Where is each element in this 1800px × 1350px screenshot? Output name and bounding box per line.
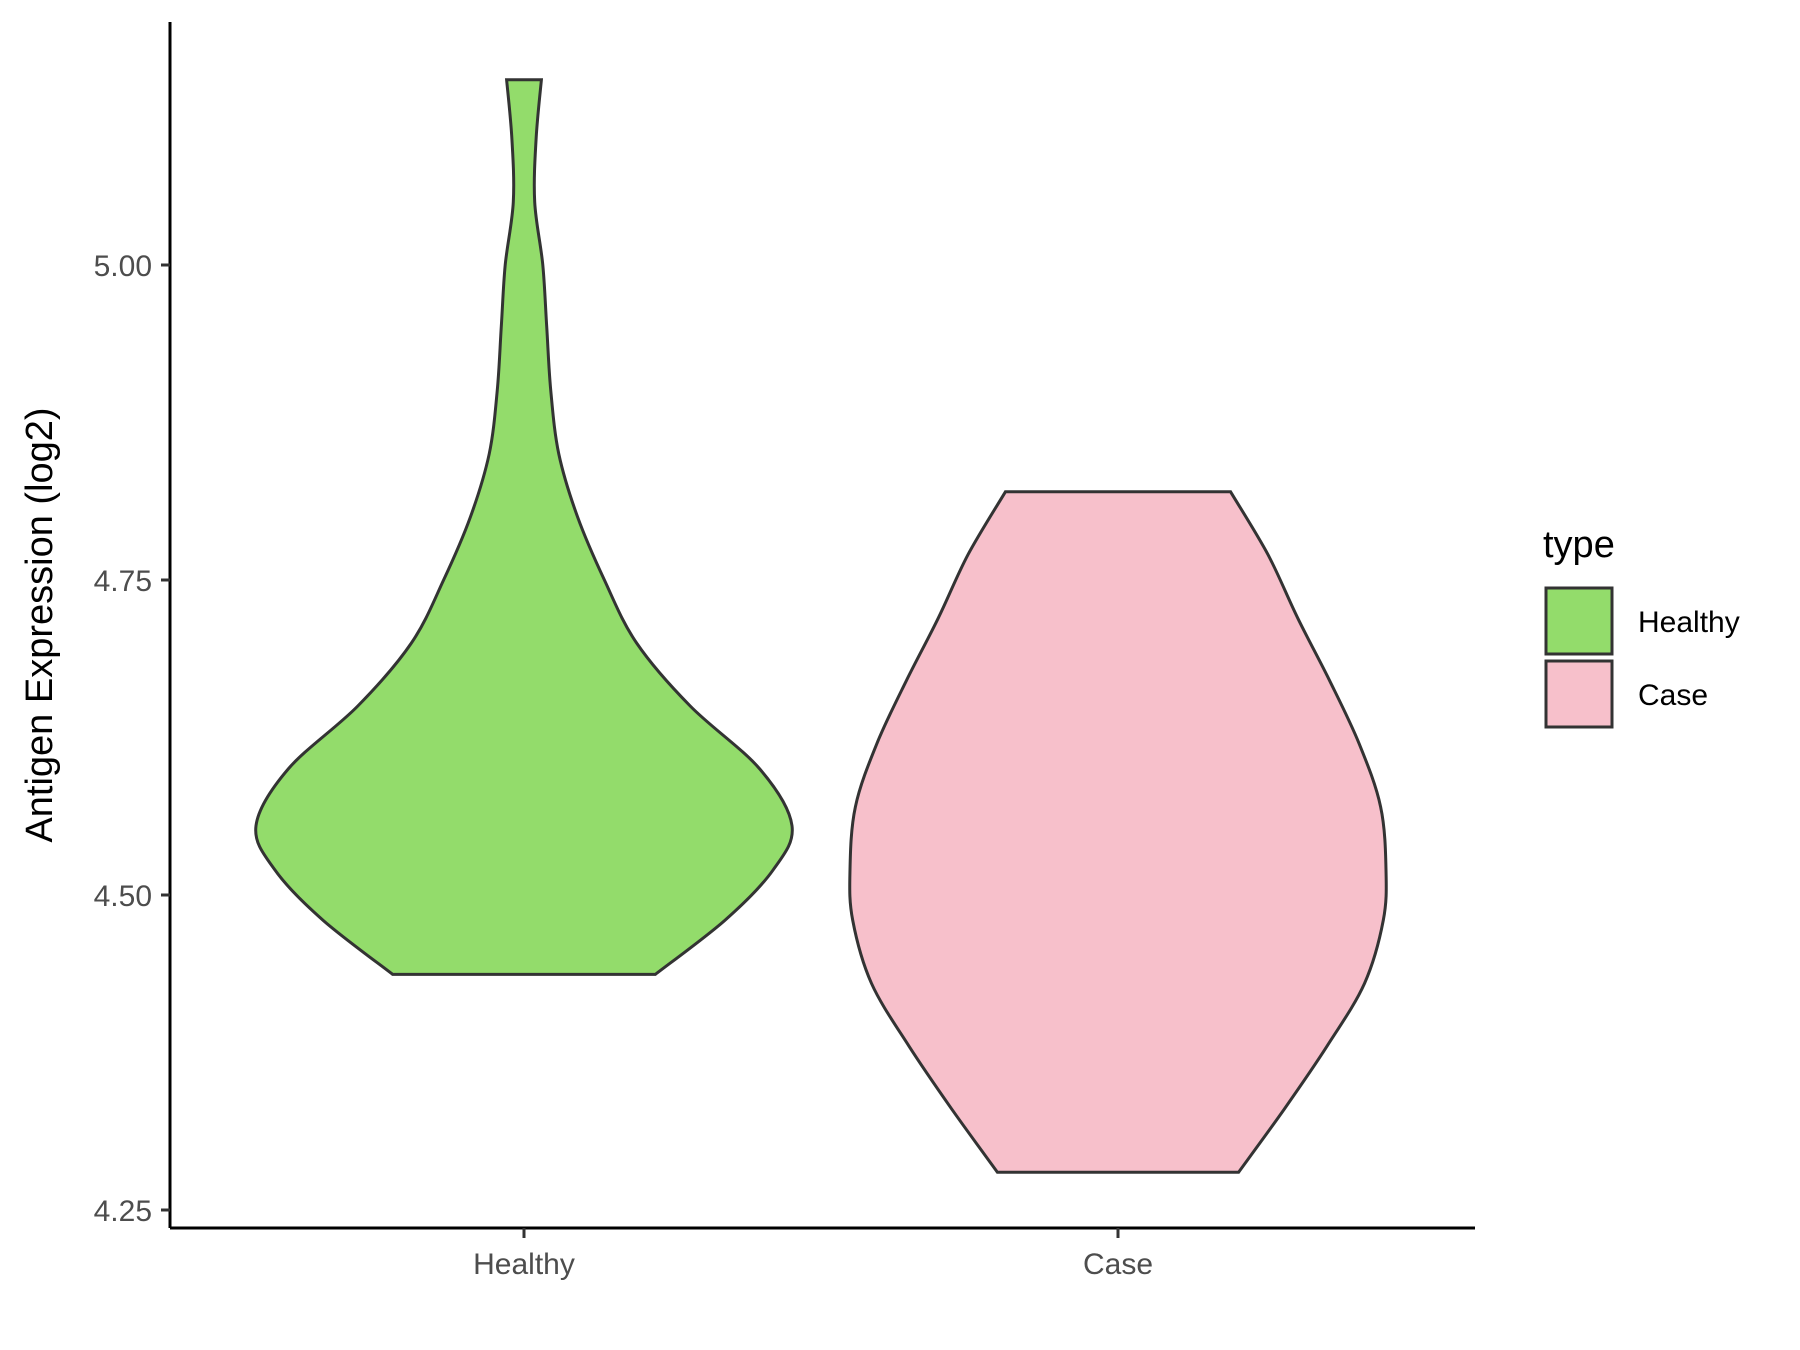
axes-group: 4.25 4.50 4.75 5.00 Healthy Case — [94, 22, 1475, 1281]
legend-swatch-case — [1544, 659, 1614, 729]
violin-case — [848, 490, 1388, 1174]
violin-healthy — [254, 78, 794, 976]
legend-label-case: Case — [1638, 679, 1708, 712]
legend-swatch-healthy — [1544, 586, 1614, 656]
x-tick-label: Healthy — [473, 1248, 575, 1281]
legend-title: type — [1543, 524, 1615, 566]
x-tick-label: Case — [1083, 1248, 1153, 1281]
y-axis-title: Antigen Expression (log2) — [19, 407, 61, 842]
legend-label-healthy: Healthy — [1638, 606, 1740, 639]
y-tick-label: 4.50 — [94, 880, 152, 913]
y-tick-label: 4.75 — [94, 565, 152, 598]
y-tick-label: 4.25 — [94, 1195, 152, 1228]
violins-group — [254, 78, 1388, 1174]
legend: type Healthy Case — [1543, 524, 1740, 729]
y-tick-label: 5.00 — [94, 250, 152, 283]
